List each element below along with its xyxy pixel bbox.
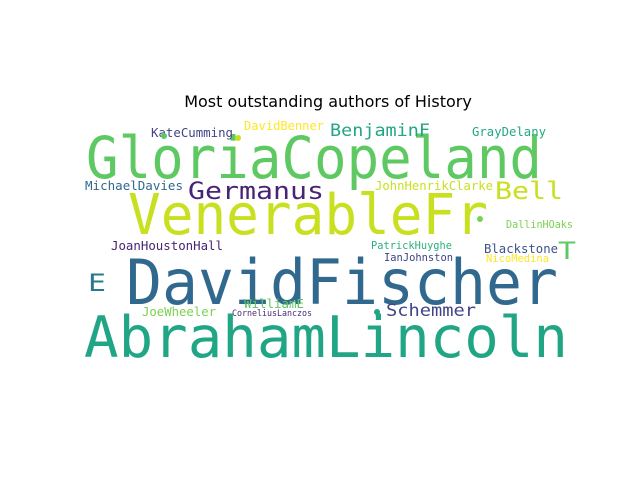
wordcloud-word: DavidFischer — [126, 246, 558, 319]
wordcloud-word: JohnHenrikClarke — [375, 179, 493, 193]
wordcloud-word: KateCumming — [151, 126, 233, 140]
wordcloud-word: JoeWheeler — [142, 305, 216, 319]
wordcloud-word: CorneliusLanczos — [232, 309, 312, 319]
wordcloud-word: IanJohnston — [384, 251, 453, 264]
wordcloud-word: MichaelDavies — [85, 179, 183, 193]
chart-title: Most outstanding authors of History — [184, 92, 472, 111]
wordcloud-word: WilliamE — [244, 297, 304, 311]
wordcloud-word: Schemmer — [386, 301, 476, 321]
wordcloud-word: Blackstone — [484, 242, 558, 256]
wordcloud-word: T — [558, 237, 576, 265]
accent-dot-copeland — [161, 133, 167, 139]
wordcloud-word: PatrickHuyghe — [371, 239, 452, 252]
wordcloud-word: E — [88, 269, 106, 297]
wordcloud-word: Bell — [495, 177, 563, 205]
wordcloud-word: DallinHOaks — [506, 218, 573, 231]
wordcloud-word: GrayDelany — [472, 125, 546, 139]
wordcloud-word: VenerableFr — [128, 183, 488, 248]
wordcloud-word: DavidBenner — [244, 119, 324, 133]
accent-dot-venerable — [235, 135, 241, 141]
wordcloud-word: NicoMedina — [486, 252, 549, 265]
wordcloud-word: JoanHoustonHall — [111, 239, 223, 253]
accent-dot-dallin — [477, 216, 483, 222]
wordcloud-word: AbrahamLincoln — [84, 305, 568, 371]
wordcloud-word: Germanus — [188, 177, 324, 205]
accent-dot-lincoln — [374, 309, 380, 315]
wordcloud-word: BenjaminF — [330, 121, 430, 141]
